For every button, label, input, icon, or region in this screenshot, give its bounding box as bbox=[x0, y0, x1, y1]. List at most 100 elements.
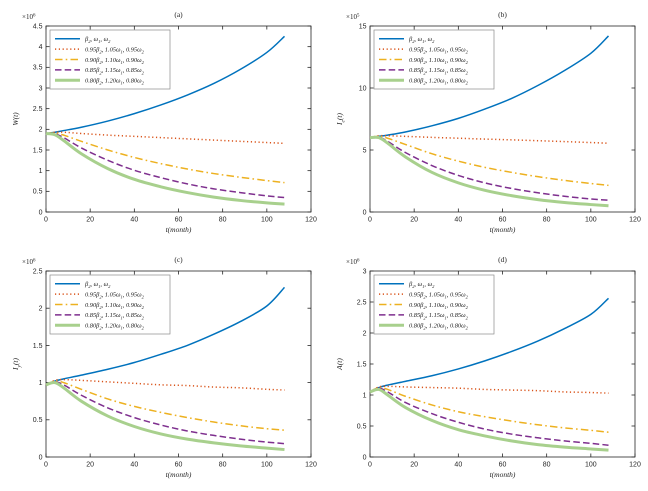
y-tick-label: 0 bbox=[363, 209, 367, 216]
y-tick-label: 1 bbox=[363, 392, 367, 399]
y-axis-label: W(t) bbox=[11, 112, 20, 126]
y-tick-label: 2 bbox=[39, 127, 43, 134]
legend-label: β2, ω1, ω2 bbox=[84, 281, 111, 289]
x-tick-label: 120 bbox=[305, 217, 317, 224]
x-tick-label: 120 bbox=[305, 462, 317, 469]
y-tick-label: 2.5 bbox=[33, 106, 43, 113]
y-tick-label: 0.5 bbox=[33, 417, 43, 424]
y-tick-label: 3 bbox=[363, 268, 367, 275]
x-tick-label: 20 bbox=[86, 462, 94, 469]
series-line bbox=[45, 381, 285, 445]
y-tick-label: 1.5 bbox=[33, 343, 43, 350]
x-tick-label: 40 bbox=[130, 217, 138, 224]
x-tick-label: 80 bbox=[219, 217, 227, 224]
y-tick-label: 2 bbox=[39, 306, 43, 313]
legend-label: β2, ω1, ω2 bbox=[84, 36, 111, 44]
y-tick-label: 0 bbox=[363, 454, 367, 461]
x-tick-label: 80 bbox=[543, 462, 551, 469]
legend-label: 0.95β2, 1.05ω1, 0.95ω2 bbox=[85, 291, 145, 299]
x-tick-label: 100 bbox=[585, 462, 597, 469]
series-line bbox=[45, 132, 285, 199]
x-tick-label: 60 bbox=[175, 462, 183, 469]
series-line bbox=[45, 132, 285, 184]
x-axis-label: t(month) bbox=[166, 470, 192, 479]
x-axis-label: t(month) bbox=[490, 225, 516, 234]
y-tick-label: 0 bbox=[39, 454, 43, 461]
x-tick-label: 20 bbox=[410, 462, 418, 469]
y-tick-label: 2 bbox=[363, 330, 367, 337]
plot-c: 0 20 40 60 80 100 120 0 0.5 1 1.5 2 2.5 (c) t(month) Iy… bbox=[0, 245, 324, 490]
y-tick-label: 1 bbox=[39, 380, 43, 387]
y-tick-label: 4 bbox=[39, 44, 43, 51]
series-line bbox=[369, 136, 609, 201]
legend-label: 0.90β2, 1.10ω1, 0.90ω2 bbox=[85, 57, 145, 65]
x-tick-label: 100 bbox=[261, 462, 273, 469]
legend-label: β2, ω1, ω2 bbox=[408, 36, 435, 44]
x-tick-label: 120 bbox=[629, 462, 641, 469]
x-tick-label: 20 bbox=[410, 217, 418, 224]
y-tick-label: 10 bbox=[359, 85, 367, 92]
x-tick-label: 80 bbox=[543, 217, 551, 224]
x-tick-label: 60 bbox=[175, 217, 183, 224]
plot-d: 0 20 40 60 80 100 120 0 0.5 1 1.5 2 2.5 3 (d) t(month) A… bbox=[324, 245, 648, 490]
x-tick-label: 0 bbox=[44, 217, 48, 224]
legend-label: β2, ω1, ω2 bbox=[408, 281, 435, 289]
legend-label: 0.90β2, 1.10ω1, 0.90ω2 bbox=[409, 57, 469, 65]
x-tick-label: 40 bbox=[454, 462, 462, 469]
plot-title: (c) bbox=[174, 255, 183, 264]
x-tick-label: 20 bbox=[86, 217, 94, 224]
legend-label: 0.85β2, 1.15ω1, 0.85ω2 bbox=[409, 67, 469, 75]
y-axis-label: A(t) bbox=[335, 358, 344, 371]
x-axis-label: t(month) bbox=[490, 470, 516, 479]
series-line bbox=[369, 35, 610, 139]
x-tick-label: 0 bbox=[44, 462, 48, 469]
y-tick-label: 15 bbox=[359, 23, 367, 30]
y-tick-label: 0.5 bbox=[357, 423, 367, 430]
y-tick-label: 1 bbox=[39, 168, 43, 175]
y-tick-label: 2.5 bbox=[357, 299, 367, 306]
series-line bbox=[45, 378, 285, 391]
y-tick-label: 1.5 bbox=[33, 147, 43, 154]
legend-label: 0.85β2, 1.15ω1, 0.85ω2 bbox=[409, 312, 469, 320]
y-scale-exponent: ×106 bbox=[22, 258, 36, 266]
legend-label: 0.80β2, 1.20ω1, 0.80ω2 bbox=[409, 323, 469, 331]
series-line bbox=[45, 35, 286, 135]
series-line bbox=[369, 135, 609, 187]
series-line bbox=[45, 380, 285, 431]
series-line bbox=[45, 286, 286, 386]
series-line bbox=[369, 386, 609, 433]
legend-label: 0.90β2, 1.10ω1, 0.90ω2 bbox=[85, 302, 145, 310]
y-tick-label: 2.5 bbox=[33, 268, 43, 275]
plot-title: (d) bbox=[498, 255, 507, 264]
legend-label: 0.80β2, 1.20ω1, 0.80ω2 bbox=[85, 78, 145, 86]
plot-b: 0 20 40 60 80 100 120 0 5 10 15 (b) t(month) Ie(t) ×10… bbox=[324, 0, 648, 245]
x-tick-label: 60 bbox=[499, 462, 507, 469]
series-line bbox=[369, 135, 609, 208]
legend-label: 0.80β2, 1.20ω1, 0.80ω2 bbox=[409, 78, 469, 86]
series-line bbox=[369, 387, 609, 452]
series-line bbox=[45, 131, 285, 206]
legend-box bbox=[49, 29, 171, 90]
x-tick-label: 120 bbox=[629, 217, 641, 224]
y-scale-exponent: ×106 bbox=[346, 258, 360, 266]
legend-label: 0.95β2, 1.05ω1, 0.95ω2 bbox=[409, 46, 469, 54]
y-tick-label: 3.5 bbox=[33, 65, 43, 72]
legend-label: 0.80β2, 1.20ω1, 0.80ω2 bbox=[85, 323, 145, 331]
x-tick-label: 80 bbox=[219, 462, 227, 469]
x-tick-label: 100 bbox=[261, 217, 273, 224]
y-axis-label: Ie(t) bbox=[335, 113, 346, 126]
series-line bbox=[369, 385, 609, 394]
x-tick-label: 40 bbox=[130, 462, 138, 469]
plot-title: (b) bbox=[498, 10, 507, 19]
legend-label: 0.90β2, 1.10ω1, 0.90ω2 bbox=[409, 302, 469, 310]
plot-a: 0 20 40 60 80 100 120 0 0.5 1 1.5 2 2.5 3 3.5 4 4.5 (a) t(… bbox=[0, 0, 324, 245]
x-tick-label: 0 bbox=[368, 462, 372, 469]
y-tick-label: 5 bbox=[363, 147, 367, 154]
series-line bbox=[369, 387, 609, 446]
legend-label: 0.85β2, 1.15ω1, 0.85ω2 bbox=[85, 312, 145, 320]
y-scale-exponent: ×106 bbox=[22, 13, 36, 21]
x-tick-label: 40 bbox=[454, 217, 462, 224]
x-tick-label: 60 bbox=[499, 217, 507, 224]
legend-label: 0.85β2, 1.15ω1, 0.85ω2 bbox=[85, 67, 145, 75]
